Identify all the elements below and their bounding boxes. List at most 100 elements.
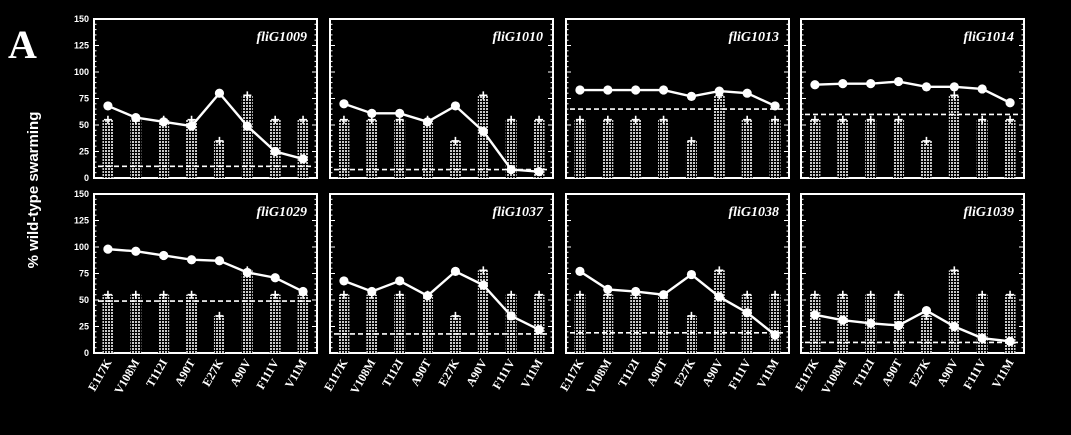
bar bbox=[213, 315, 225, 353]
bar bbox=[241, 95, 253, 178]
bar bbox=[630, 119, 642, 178]
bar bbox=[630, 294, 642, 353]
bar-error-marker bbox=[507, 290, 516, 299]
bar-error-marker bbox=[271, 290, 280, 299]
x-tick-label: V108M bbox=[111, 357, 142, 397]
bar bbox=[685, 315, 697, 353]
series-point bbox=[921, 306, 932, 316]
y-tick-label: 50 bbox=[79, 120, 89, 130]
bar bbox=[338, 294, 350, 353]
y-tick-label: 25 bbox=[79, 147, 89, 157]
bar-error-marker bbox=[299, 115, 308, 124]
bar bbox=[297, 119, 309, 178]
bar-error-marker bbox=[535, 290, 544, 299]
bar bbox=[158, 119, 170, 178]
series-line bbox=[343, 102, 540, 173]
bar bbox=[477, 270, 489, 353]
series-point bbox=[770, 330, 780, 340]
series-point bbox=[575, 266, 585, 276]
bar-error-marker bbox=[894, 290, 903, 299]
series-line bbox=[814, 309, 1011, 343]
bar-error-marker bbox=[575, 290, 584, 299]
series-point bbox=[186, 121, 197, 131]
bar-error-marker bbox=[838, 290, 847, 299]
bar bbox=[533, 119, 545, 178]
panels: 0 25 50 75 100 125 150 fliG1009 fliG1010 fliG1013… bbox=[74, 14, 1025, 397]
series-point bbox=[921, 82, 932, 92]
series-point bbox=[422, 117, 433, 127]
x-tick-label: A90V bbox=[227, 356, 254, 389]
bar-error-marker bbox=[535, 115, 544, 124]
y-tick-label: 100 bbox=[74, 67, 89, 77]
series-point bbox=[714, 292, 724, 302]
series-point bbox=[242, 121, 252, 131]
bar bbox=[158, 294, 170, 353]
series-point bbox=[506, 311, 516, 321]
bar-error-marker bbox=[743, 290, 752, 299]
series-point bbox=[422, 291, 433, 301]
bar bbox=[422, 119, 434, 178]
panel-title: fliG1010 bbox=[492, 30, 543, 45]
series-point bbox=[686, 91, 697, 101]
series-point bbox=[298, 286, 308, 297]
series-point bbox=[893, 320, 904, 331]
series-point bbox=[103, 101, 113, 111]
series-point bbox=[186, 255, 197, 265]
bar-error-marker bbox=[631, 115, 640, 124]
bar bbox=[366, 294, 378, 353]
series-point bbox=[534, 167, 544, 177]
bar-error-marker bbox=[659, 115, 668, 124]
series-point bbox=[242, 267, 252, 278]
y-tick-label: 125 bbox=[74, 216, 89, 226]
bar-error-marker bbox=[187, 290, 196, 299]
bar-error-marker bbox=[771, 115, 780, 124]
bar-error-marker bbox=[1006, 290, 1015, 299]
bar bbox=[449, 140, 461, 178]
y-tick-label: 25 bbox=[79, 322, 89, 332]
series-point bbox=[450, 101, 461, 111]
bar bbox=[338, 119, 350, 178]
x-tick-label: E27K bbox=[435, 356, 462, 389]
x-tick-label: T112I bbox=[850, 356, 877, 389]
series-point bbox=[506, 164, 516, 175]
series-point bbox=[395, 276, 405, 286]
bar-error-marker bbox=[103, 290, 112, 299]
bar-error-marker bbox=[978, 115, 987, 124]
series-point bbox=[270, 273, 280, 283]
series-point bbox=[810, 310, 820, 320]
x-tick-label: V11M bbox=[282, 357, 310, 391]
bar bbox=[366, 119, 378, 178]
bar bbox=[713, 270, 725, 353]
bar bbox=[713, 95, 725, 178]
bar-error-marker bbox=[771, 290, 780, 299]
series-point bbox=[214, 88, 225, 98]
bar bbox=[422, 294, 434, 353]
bar bbox=[865, 119, 877, 178]
bar-error-marker bbox=[479, 266, 488, 275]
series-point bbox=[658, 85, 669, 95]
bar bbox=[1004, 119, 1016, 178]
x-tick-label: E27K bbox=[906, 356, 933, 389]
y-axis-label: % wild-type swarming bbox=[25, 112, 42, 269]
bar bbox=[297, 294, 309, 353]
bar-error-marker bbox=[950, 91, 959, 100]
bar-error-marker bbox=[1006, 115, 1015, 124]
x-tick-label: E117K bbox=[557, 356, 587, 394]
x-tick-label: A90T bbox=[172, 357, 198, 389]
figure-panel-label: A bbox=[8, 22, 37, 67]
series-point bbox=[159, 117, 169, 127]
panel-fliG1009: 0 25 50 75 100 125 150 fliG1009 bbox=[74, 14, 318, 183]
bar bbox=[602, 119, 614, 178]
bar-error-marker bbox=[103, 115, 112, 124]
bar-error-marker bbox=[451, 136, 460, 145]
y-tick-label: 125 bbox=[74, 41, 89, 51]
series-point bbox=[949, 321, 959, 332]
series-point bbox=[367, 286, 377, 297]
bar bbox=[920, 315, 932, 353]
panel-title: fliG1039 bbox=[963, 205, 1014, 220]
x-tick-label: T112I bbox=[379, 356, 406, 389]
bar bbox=[533, 294, 545, 353]
bar bbox=[213, 140, 225, 178]
bar-error-marker bbox=[810, 290, 819, 299]
